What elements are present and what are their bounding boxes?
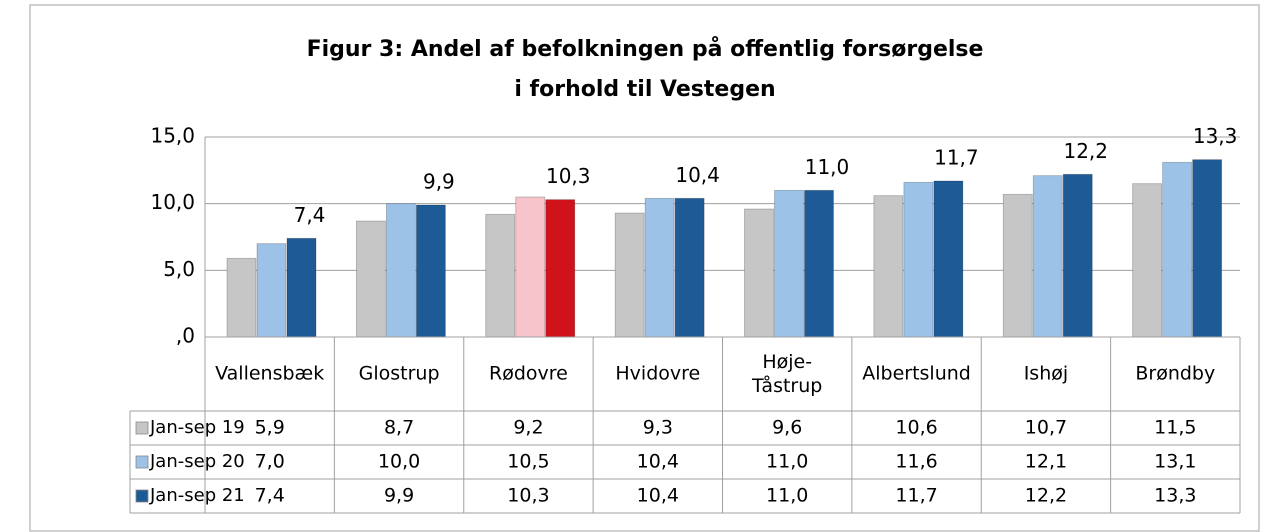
legend-key	[135, 421, 149, 435]
chart-subtitle: i forhold til Vestegen	[514, 77, 775, 102]
x-tick-label: Glostrup	[359, 363, 440, 385]
bar	[1062, 173, 1093, 338]
table-cell: 11,5	[1154, 417, 1196, 439]
table-cell: 11,0	[766, 451, 808, 473]
bar	[1032, 175, 1063, 338]
chart-title: Figur 3: Andel af befolkningen på offent…	[307, 36, 984, 62]
bar	[1162, 161, 1193, 338]
x-tick-label: Høje-Tåstrup	[751, 351, 822, 397]
y-tick-label: ,0	[176, 324, 195, 348]
legend-label: Jan-sep 21	[149, 485, 245, 506]
table-cell: 13,3	[1154, 485, 1196, 507]
bar	[644, 197, 675, 338]
bar	[385, 203, 416, 338]
x-tick-label: Ishøj	[1024, 363, 1068, 385]
table-cell: 11,6	[895, 451, 937, 473]
data-label: 11,7	[934, 146, 979, 170]
table-cell: 13,1	[1154, 451, 1196, 473]
bar	[485, 213, 516, 338]
table-cell: 10,4	[637, 451, 679, 473]
table-cell: 8,7	[384, 417, 414, 439]
bar	[415, 204, 446, 338]
bar	[226, 257, 257, 338]
data-label: 7,4	[294, 203, 326, 227]
bar	[614, 212, 645, 338]
bar	[545, 199, 576, 338]
data-label: 13,3	[1193, 124, 1238, 148]
bar	[873, 195, 904, 338]
bar	[286, 237, 317, 338]
x-tick-label-line: Høje-	[762, 351, 812, 373]
y-tick-label: 5,0	[163, 257, 195, 281]
table-cell: 10,6	[895, 417, 937, 439]
y-tick-label: 10,0	[150, 190, 195, 214]
table-cell: 7,4	[255, 485, 285, 507]
bar	[774, 189, 804, 338]
table-cell: 10,4	[637, 485, 679, 507]
legend-label: Jan-sep 19	[149, 417, 245, 438]
bar	[903, 181, 934, 338]
x-tick-label: Rødovre	[489, 363, 568, 385]
table-cell: 11,0	[766, 485, 808, 507]
bar	[1192, 159, 1223, 338]
bar	[355, 220, 386, 338]
bar	[256, 243, 287, 338]
table-cell: 9,3	[643, 417, 673, 439]
legend-label: Jan-sep 20	[149, 451, 245, 472]
table-cell: 12,2	[1025, 485, 1067, 507]
bar	[515, 196, 546, 338]
table-cell: 10,3	[507, 485, 549, 507]
table-cell: 10,5	[507, 451, 549, 473]
bar	[674, 197, 705, 338]
table-cell: 9,6	[772, 417, 802, 439]
bar	[804, 189, 834, 338]
data-label: 10,4	[675, 163, 720, 187]
x-tick-label: Albertslund	[862, 363, 971, 385]
x-tick-label-line: Tåstrup	[751, 374, 822, 397]
legend-key	[135, 455, 149, 469]
legend-key	[135, 489, 149, 503]
data-label: 10,3	[546, 164, 591, 188]
table-cell: 12,1	[1025, 451, 1067, 473]
x-tick-label: Brøndby	[1135, 363, 1215, 385]
table-cell: 10,7	[1025, 417, 1067, 439]
bar	[933, 180, 964, 338]
x-tick-label: Vallensbæk	[215, 363, 324, 385]
y-tick-label: 15,0	[150, 124, 195, 148]
data-label: 12,2	[1063, 139, 1108, 163]
table-cell: 10,0	[378, 451, 420, 473]
table-cell: 5,9	[255, 417, 285, 439]
data-label: 11,0	[805, 155, 850, 179]
x-tick-label: Hvidovre	[615, 363, 700, 385]
data-label: 9,9	[423, 170, 455, 194]
table-cell: 11,7	[895, 485, 937, 507]
table-cell: 9,9	[384, 485, 414, 507]
bar	[1132, 183, 1163, 338]
table-cell: 9,2	[513, 417, 543, 439]
bar	[744, 208, 774, 338]
table-cell: 7,0	[255, 451, 285, 473]
bar	[1002, 193, 1033, 338]
